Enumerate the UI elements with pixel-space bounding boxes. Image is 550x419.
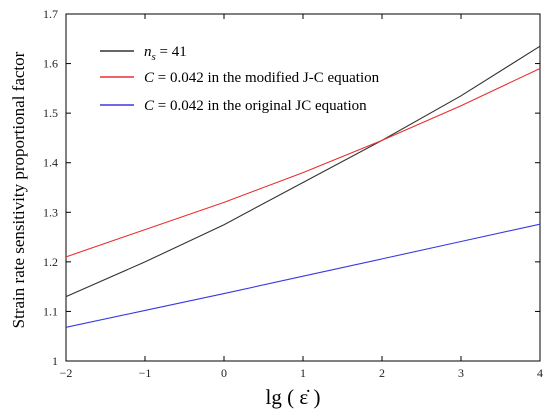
y-tick-label: 1.6 — [43, 57, 58, 71]
x-axis-label: lg ( ε̇ ) — [266, 385, 321, 409]
y-tick-label: 1.3 — [43, 205, 58, 219]
legend-item-2: C = 0.042 in the modified J-C equation — [100, 70, 380, 86]
series-lines — [65, 45, 541, 328]
y-tick-label: 1.4 — [43, 156, 58, 170]
legend-rest: = 41 — [156, 44, 187, 60]
y-tick-label: 1.5 — [43, 106, 58, 120]
legend-label: ns = 41 — [144, 44, 187, 63]
legend-rest: = 0.042 in the original JC equation — [154, 98, 367, 114]
series-line-3 — [65, 223, 541, 328]
y-tick-label: 1.7 — [43, 7, 58, 21]
legend-var: C — [144, 98, 155, 114]
x-tick-label: −1 — [139, 366, 152, 380]
legend-label: C = 0.042 in the original JC equation — [144, 98, 367, 114]
y-tick-label: 1.1 — [43, 304, 58, 318]
legend-var: n — [144, 44, 152, 60]
legend-rest: = 0.042 in the modified J-C equation — [154, 70, 380, 86]
plot-frame — [65, 13, 541, 362]
y-axis-label: Strain rate sensitivity proportional fac… — [9, 51, 28, 328]
x-tick-label: 1 — [300, 366, 306, 380]
legend-item-1: ns = 41 — [100, 44, 187, 63]
x-tick-label: −2 — [60, 366, 73, 380]
x-tick-label: 3 — [458, 366, 464, 380]
x-tick-label: 0 — [221, 366, 227, 380]
y-tick-label: 1 — [52, 354, 58, 368]
legend-var: C — [144, 70, 155, 86]
legend-item-3: C = 0.042 in the original JC equation — [100, 98, 367, 114]
legend-label: C = 0.042 in the modified J-C equation — [144, 70, 380, 86]
x-tick-label: 2 — [379, 366, 385, 380]
x-tick-label: 4 — [537, 366, 543, 380]
legend-subscript: s — [152, 51, 156, 63]
legend: ns = 41C = 0.042 in the modified J-C equ… — [100, 44, 380, 114]
series-line-2 — [65, 68, 541, 258]
series-line-1 — [65, 45, 541, 298]
axes: −2 −1 0 1 2 3 4 1 1.1 1.2 1.3 1.4 1.5 1.6 1.7 — [43, 7, 543, 380]
y-tick-label: 1.2 — [43, 255, 58, 269]
